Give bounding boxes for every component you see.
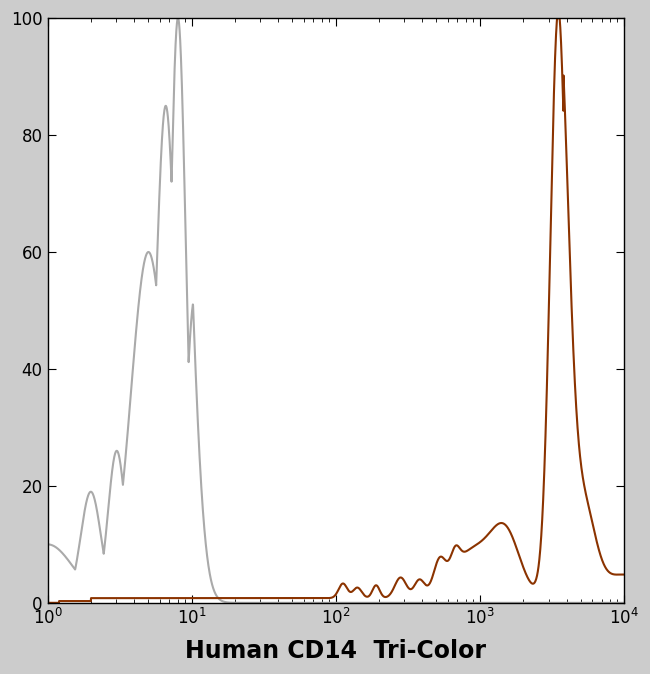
X-axis label: Human CD14  Tri-Color: Human CD14 Tri-Color xyxy=(185,639,486,663)
